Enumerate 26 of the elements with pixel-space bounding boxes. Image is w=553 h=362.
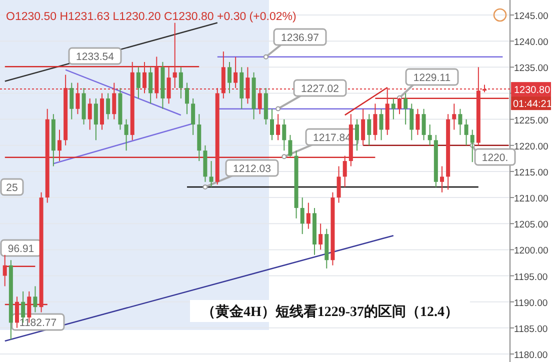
y-tick-label: 1200.00: [514, 246, 548, 257]
text: （黄金4H）短线看1229-37的区间（12.4）: [201, 303, 459, 320]
y-tick-label: 1240.00: [514, 37, 548, 48]
ref-line-label: 1230.80: [514, 85, 551, 96]
y-tick-label: 1235.00: [514, 63, 548, 74]
text: 01:44:21: [513, 99, 552, 110]
y-tick-label: 1180.00: [514, 350, 548, 361]
y-tick-label: 1190.00: [514, 298, 548, 309]
y-tick-label: 1220.00: [514, 141, 548, 152]
annotation: 1236.97: [281, 32, 320, 44]
annotation: 25: [6, 182, 18, 194]
annotation: 1227.02: [301, 83, 340, 95]
annotation: 1220.: [482, 152, 508, 164]
annotation: 96.91: [8, 243, 34, 255]
annotation: 1229.11: [413, 72, 451, 84]
annotation: 1212.03: [233, 163, 272, 175]
y-tick-label: 1215.00: [514, 167, 548, 178]
y-tick-label: 1225.00: [514, 115, 548, 126]
annotation: 1233.54: [76, 51, 114, 63]
y-tick-label: 1210.00: [514, 194, 548, 205]
y-tick-label: 1195.00: [514, 272, 548, 283]
y-tick-label: 1185.00: [514, 324, 548, 335]
y-tick-label: 1205.00: [514, 220, 548, 231]
annotation: 1182.77: [19, 317, 57, 329]
annotation: O1230.50 H1231.63 L1230.20 C1230.80 +0.30 (+0.02%): [6, 11, 296, 23]
y-tick-label: 1245.00: [514, 11, 548, 22]
